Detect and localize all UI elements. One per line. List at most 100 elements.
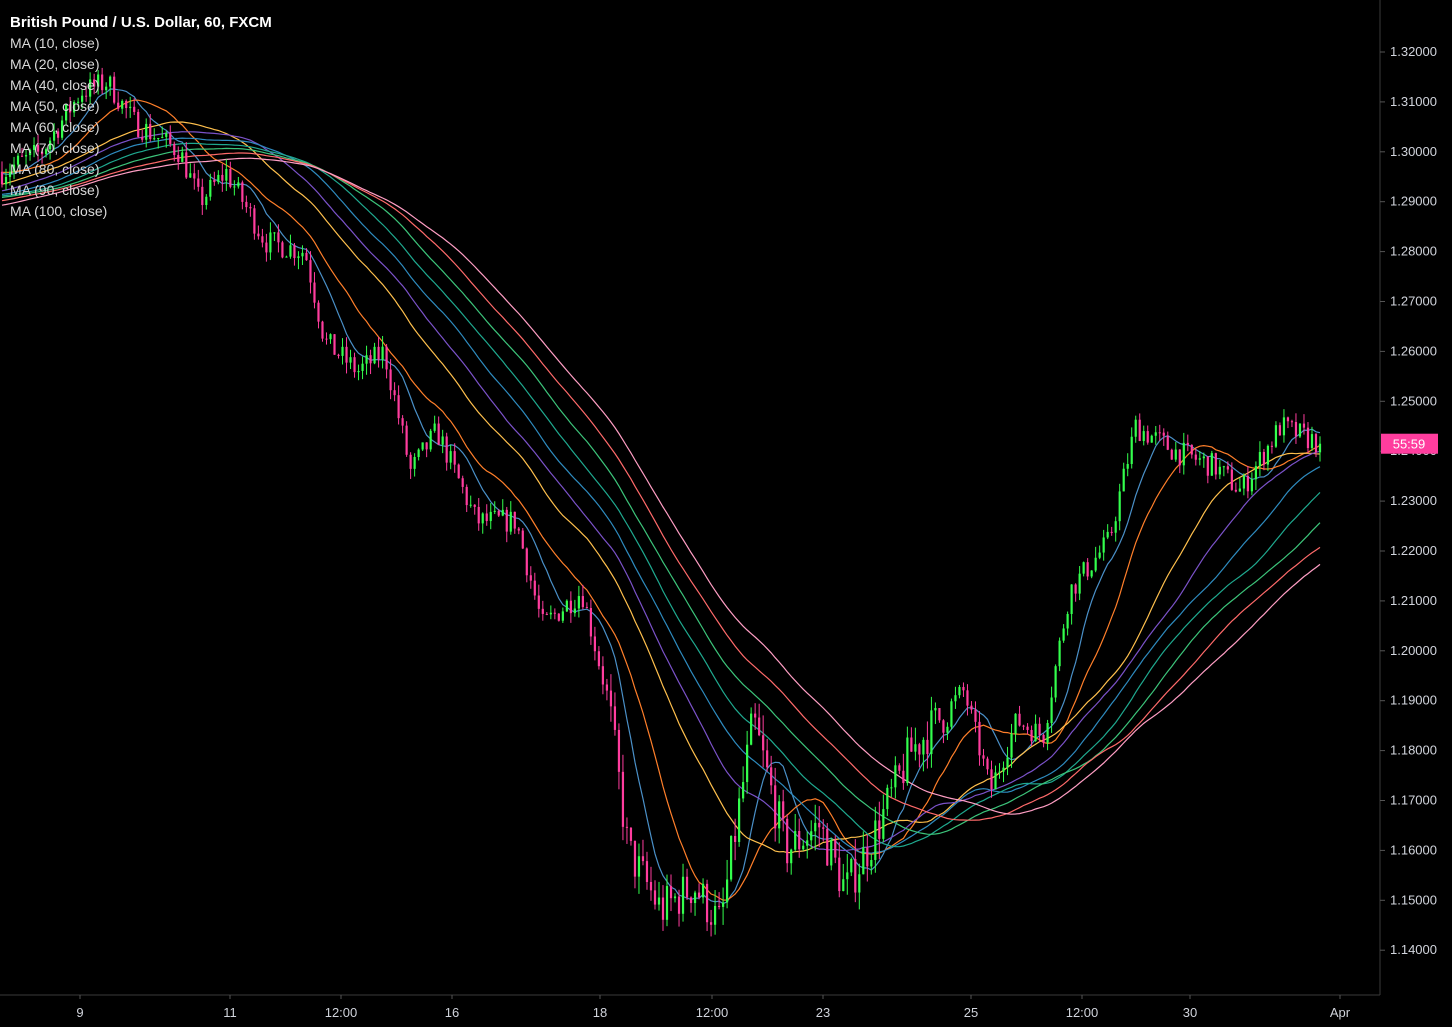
candle-body xyxy=(333,334,336,355)
candle-body xyxy=(305,252,308,261)
ma-legend-item[interactable]: MA (60, close) xyxy=(10,119,100,135)
candle-body xyxy=(629,827,633,841)
candle-body xyxy=(1150,435,1153,443)
candle-body xyxy=(866,847,869,867)
candle-body xyxy=(157,137,160,139)
ma-legend-item[interactable]: MA (50, close) xyxy=(10,98,100,114)
x-tick-label: 25 xyxy=(964,1005,978,1020)
price-axis[interactable]: 1.32000 1.31000 1.30000 1.29000 1.28000 1.270… xyxy=(1380,44,1437,957)
ma-legend-item[interactable]: MA (90, close) xyxy=(10,182,100,198)
ma-line-100 xyxy=(1,157,1321,815)
candle-body xyxy=(565,600,568,612)
y-tick-label: 1.30000 xyxy=(1390,144,1437,159)
candle-body xyxy=(986,758,989,770)
candle-body xyxy=(185,152,188,178)
ma-legend-item[interactable]: MA (40, close) xyxy=(10,77,100,93)
candle-body xyxy=(878,820,881,839)
candle-body xyxy=(341,346,344,356)
candle-body xyxy=(697,892,701,898)
candle-body xyxy=(770,767,773,786)
candle-body xyxy=(1202,456,1205,459)
candle-body xyxy=(69,104,72,113)
candle-body xyxy=(193,173,196,179)
candle-body xyxy=(1186,442,1189,445)
candle-body xyxy=(605,684,609,691)
candle-body xyxy=(169,132,172,144)
ma-legend-item[interactable]: MA (70, close) xyxy=(10,140,100,156)
candles[interactable] xyxy=(0,67,1322,937)
candle-body xyxy=(409,454,412,469)
candle-body xyxy=(553,612,556,614)
candle-body xyxy=(738,798,741,842)
candle-body xyxy=(1182,442,1185,466)
candle-body xyxy=(313,282,316,303)
candle-body xyxy=(641,856,645,862)
candle-body xyxy=(217,174,220,183)
candle-body xyxy=(277,232,280,243)
candle-body xyxy=(133,106,136,112)
candle-body xyxy=(481,513,484,524)
candle-body xyxy=(153,138,156,140)
ma-legend-item[interactable]: MA (100, close) xyxy=(10,203,108,219)
candle-body xyxy=(1162,432,1165,436)
candle-body xyxy=(1158,432,1161,434)
x-tick-label: 18 xyxy=(593,1005,607,1020)
candle-body xyxy=(926,739,929,754)
candle-body xyxy=(345,346,348,363)
candle-body xyxy=(762,735,765,751)
candle-body xyxy=(521,530,524,549)
candle-body xyxy=(201,186,204,206)
countdown-tag: 55:59 xyxy=(1381,433,1438,454)
candle-body xyxy=(657,897,661,905)
candle-body xyxy=(529,575,532,581)
x-tick-label: 11 xyxy=(223,1005,237,1020)
ma-legend-item[interactable]: MA (20, close) xyxy=(10,56,100,72)
candle-body xyxy=(237,182,240,187)
candle-body xyxy=(982,755,985,759)
candle-body xyxy=(577,596,580,609)
candle-body xyxy=(1046,723,1049,743)
candle-body xyxy=(1246,476,1249,492)
candle-body xyxy=(1310,434,1314,449)
time-axis[interactable]: 9 11 12:00 16 18 12:00 23 25 12:00 30 Apr xyxy=(76,995,1351,1020)
candle-body xyxy=(1210,453,1213,476)
candle-body xyxy=(1042,734,1045,743)
candle-body xyxy=(64,104,68,121)
countdown-text: 55:59 xyxy=(1393,437,1426,452)
candle-body xyxy=(149,123,152,140)
candle-body xyxy=(854,859,857,893)
candle-body xyxy=(469,504,472,506)
candle-body xyxy=(4,176,8,185)
candle-body xyxy=(742,782,745,799)
candle-body xyxy=(1062,628,1065,641)
candle-body xyxy=(429,430,432,450)
candle-body xyxy=(946,726,949,733)
ma-line-90 xyxy=(1,152,1321,821)
x-tick-label: 12:00 xyxy=(696,1005,729,1020)
ma-legend-item[interactable]: MA (80, close) xyxy=(10,161,100,177)
candle-body xyxy=(994,772,997,790)
candle-body xyxy=(1006,757,1009,768)
candle-body xyxy=(405,425,408,455)
y-tick-label: 1.20000 xyxy=(1390,643,1437,658)
candle-body xyxy=(918,744,921,755)
ma-legend-item[interactable]: MA (10, close) xyxy=(10,35,100,51)
candle-body xyxy=(1318,443,1322,453)
candle-body xyxy=(505,509,508,532)
candle-body xyxy=(581,596,584,608)
x-tick-label: 12:00 xyxy=(1066,1005,1099,1020)
candle-body xyxy=(1130,436,1133,464)
y-tick-label: 1.23000 xyxy=(1390,493,1437,508)
candle-body xyxy=(537,595,540,609)
candle-body xyxy=(36,145,40,152)
candle-body xyxy=(181,152,184,162)
ma-line-20 xyxy=(1,99,1321,901)
candle-body xyxy=(381,346,384,360)
candle-body xyxy=(1010,733,1013,758)
candle-body xyxy=(806,840,809,846)
candle-body xyxy=(894,765,897,788)
y-tick-label: 1.15000 xyxy=(1390,892,1437,907)
candle-body xyxy=(673,896,677,899)
candle-body xyxy=(137,111,140,137)
